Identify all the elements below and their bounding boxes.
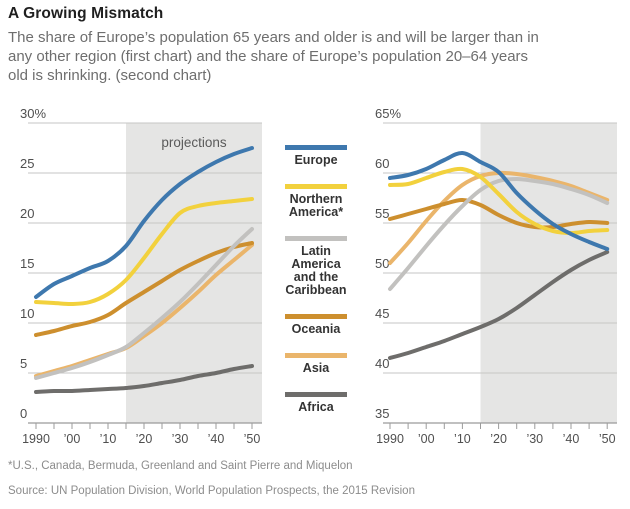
legend-item-oceania: Oceania — [284, 314, 348, 336]
figure-header: A Growing Mismatch The share of Europe’s… — [8, 5, 622, 85]
legend-item-northern-america: Northern America* — [284, 184, 348, 219]
y-axis-label: 5 — [20, 356, 27, 371]
y-axis-label: 45 — [375, 306, 389, 321]
figure-title: A Growing Mismatch — [8, 5, 164, 22]
series-line-latin-america-and-the-caribbean — [388, 177, 610, 291]
legend-label: Asia — [302, 361, 330, 375]
figure-subtitle: The share of Europe’s population 65 year… — [8, 29, 539, 84]
chart-share-65-and-older: 30% 25 20 15 10 5 0 1990 ’00 ’10 ’20 ’30 ’40 ’50 proje… — [20, 106, 262, 446]
legend-swatch-latin-america-and-the-caribbean — [285, 236, 347, 241]
series-line-northern-america — [34, 197, 254, 307]
x-axis-label: 1990 — [376, 432, 404, 446]
series-line-europe — [388, 151, 610, 251]
y-axis-label: 40 — [375, 356, 389, 371]
legend-item-europe: Europe — [284, 145, 348, 167]
legend-swatch-northern-america — [285, 184, 347, 189]
legend-label: Northern America* — [288, 192, 344, 219]
series-line-latin-america-and-the-caribbean — [34, 227, 254, 380]
x-axis-label: ’40 — [208, 432, 225, 446]
legend-item-asia: Asia — [284, 353, 348, 375]
y-axis-label: 0 — [20, 406, 27, 421]
legend-swatch-europe — [285, 145, 347, 150]
x-axis-label: ’20 — [490, 432, 507, 446]
x-axis-label: ’40 — [563, 432, 580, 446]
y-axis-label: 10 — [20, 306, 34, 321]
y-axis-label: 35 — [375, 406, 389, 421]
x-axis-label: ’30 — [172, 432, 189, 446]
y-axis-label: 20 — [20, 206, 34, 221]
x-axis-label: ’10 — [454, 432, 471, 446]
legend-label: Europe — [294, 153, 338, 167]
y-axis-label: 55 — [375, 206, 389, 221]
y-axis-label: 30% — [20, 106, 46, 121]
legend-item-africa: Africa — [284, 392, 348, 414]
series-line-africa — [388, 250, 610, 360]
legend-label: Africa — [298, 400, 334, 414]
series-line-europe — [34, 146, 254, 299]
legend-label: Oceania — [291, 322, 341, 336]
legend-swatch-africa — [285, 392, 347, 397]
chart-legend: Europe Northern America* Latin America and… — [284, 145, 348, 414]
series-line-africa — [34, 364, 254, 394]
y-axis-label: 15 — [20, 256, 34, 271]
legend-swatch-oceania — [285, 314, 347, 319]
source-line: Source: UN Population Division, World Po… — [8, 485, 415, 497]
x-axis-label: 1990 — [22, 432, 50, 446]
projections-label: projections — [161, 135, 227, 150]
legend-label: Latin America and the Caribbean — [285, 244, 347, 297]
x-axis-label: ’00 — [418, 432, 435, 446]
x-axis-label: ’30 — [526, 432, 543, 446]
y-axis-label: 50 — [375, 256, 389, 271]
series-line-oceania — [388, 197, 610, 230]
chart-share-20-64: 65% 60 55 50 45 40 35 1990 ’00 ’10 ’20 ’30 ’40 ’50 — [375, 106, 617, 446]
x-axis-label: ’10 — [100, 432, 117, 446]
y-axis-label: 65% — [375, 106, 401, 121]
legend-item-latin-america-and-the-caribbean: Latin America and the Caribbean — [284, 236, 348, 297]
y-axis-label: 25 — [20, 156, 34, 171]
x-axis-label: ’00 — [64, 432, 81, 446]
x-axis-label: ’20 — [136, 432, 153, 446]
legend-swatch-asia — [285, 353, 347, 358]
x-axis-label: ’50 — [599, 432, 616, 446]
y-axis-label: 60 — [375, 156, 389, 171]
footnote: *U.S., Canada, Bermuda, Greenland and Sa… — [8, 460, 353, 472]
x-axis-label: ’50 — [244, 432, 261, 446]
series-line-oceania — [34, 241, 254, 337]
